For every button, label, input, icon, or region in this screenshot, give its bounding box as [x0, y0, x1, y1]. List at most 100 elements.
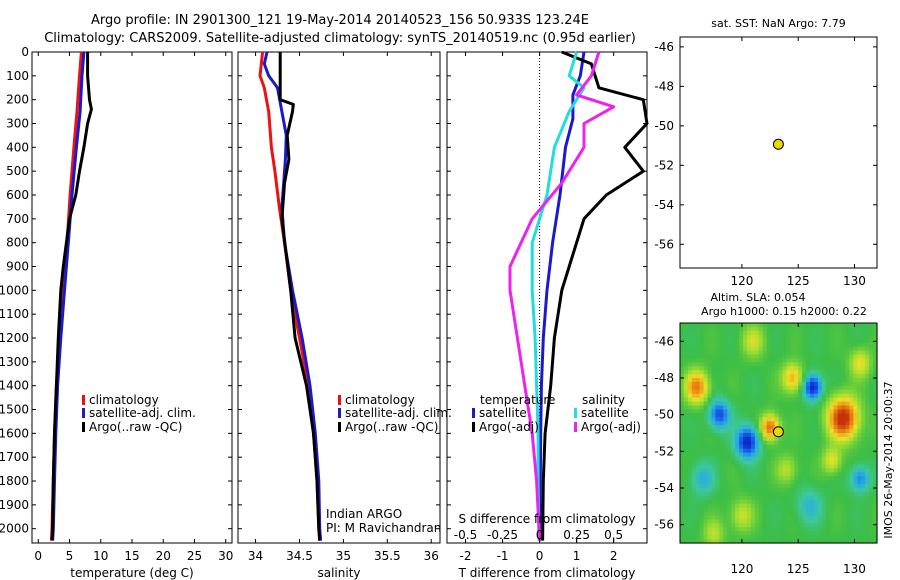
- sla-cell: [845, 413, 851, 418]
- sla-cell: [683, 484, 689, 489]
- sla-cell: [770, 429, 776, 434]
- sla-cell: [853, 342, 858, 348]
- sla-cell: [810, 519, 815, 524]
- sla-cell: [770, 358, 776, 363]
- sla-cell: [711, 539, 717, 544]
- sla-cell: [782, 440, 787, 446]
- sla-cell: [754, 452, 760, 458]
- sla-cell: [802, 362, 807, 367]
- sla-cell: [707, 464, 713, 469]
- sla-cell: [707, 476, 713, 481]
- sla-cell: [711, 374, 717, 379]
- sla-cell: [699, 389, 705, 395]
- sla-cell: [707, 346, 713, 352]
- sla-cell: [680, 330, 685, 336]
- sla-cell: [829, 417, 835, 422]
- sla-cell: [853, 409, 858, 414]
- sla-cell: [766, 358, 772, 363]
- sla-cell: [739, 468, 744, 473]
- sla-cell: [691, 370, 697, 375]
- sla-cell: [683, 460, 689, 466]
- sla-cell: [711, 342, 717, 348]
- sla-cell: [715, 385, 720, 391]
- sla-cell: [865, 511, 870, 517]
- sla-cell: [762, 397, 768, 403]
- sla-cell: [857, 472, 862, 477]
- sla-cell: [849, 346, 854, 352]
- sla-cell: [798, 409, 803, 414]
- sla-cell: [703, 499, 709, 505]
- sla-cell: [865, 499, 870, 505]
- sla-cell: [778, 507, 784, 513]
- sla-cell: [806, 448, 811, 454]
- sla-cell: [837, 495, 843, 501]
- sla-cell: [758, 444, 764, 450]
- sla-cell: [743, 346, 748, 352]
- sla-cell: [711, 456, 717, 462]
- sla-cell: [750, 527, 756, 532]
- sla-cell: [845, 417, 851, 422]
- sla-cell: [699, 472, 705, 477]
- sla-cell: [680, 527, 685, 532]
- sla-cell: [739, 440, 744, 446]
- sla-cell: [841, 417, 847, 422]
- sla-cell: [782, 495, 787, 501]
- longitude-tick-label: 125: [787, 274, 810, 288]
- sla-cell: [758, 366, 764, 371]
- sla-cell: [762, 433, 768, 438]
- sla-cell: [691, 440, 697, 446]
- sla-cell: [731, 397, 736, 403]
- sla-cell: [687, 425, 693, 430]
- sla-cell: [746, 393, 752, 399]
- sla-cell: [715, 378, 720, 383]
- sla-cell: [798, 326, 803, 332]
- sla-cell: [869, 452, 874, 458]
- sla-cell: [802, 338, 807, 344]
- sla-cell: [865, 338, 870, 344]
- sla-cell: [865, 393, 870, 399]
- sla-cell: [782, 444, 787, 450]
- temperature-tick-label: 10: [93, 549, 108, 563]
- sla-cell: [853, 326, 858, 332]
- sla-cell: [739, 342, 744, 348]
- sla-cell: [825, 440, 831, 446]
- sla-cell: [758, 456, 764, 462]
- sla-cell: [723, 385, 728, 391]
- sla-cell: [735, 480, 740, 485]
- sla-cell: [711, 444, 717, 450]
- sla-cell: [837, 346, 843, 352]
- sla-cell: [758, 323, 764, 328]
- sla-cell: [794, 488, 799, 493]
- sla-cell: [865, 366, 870, 371]
- sla-cell: [758, 507, 764, 513]
- latitude-tick-label: -56: [654, 518, 674, 532]
- sla-cell: [762, 491, 768, 497]
- sla-cell: [762, 374, 768, 379]
- sla-cell: [695, 488, 701, 493]
- sla-cell: [715, 480, 720, 485]
- sla-cell: [813, 444, 819, 450]
- sla-cell: [711, 393, 717, 399]
- sla-cell: [735, 456, 740, 462]
- sla-cell: [845, 440, 851, 446]
- sla-cell: [813, 519, 819, 524]
- sla-cell: [833, 531, 839, 536]
- sla-cell: [794, 421, 799, 426]
- sla-cell: [786, 374, 791, 379]
- sla-cell: [699, 417, 705, 422]
- sla-cell: [778, 417, 784, 422]
- sla-cell: [825, 535, 831, 540]
- sla-cell: [711, 484, 717, 489]
- sla-cell: [727, 511, 732, 517]
- sla-cell: [869, 338, 874, 344]
- sla-cell: [873, 350, 878, 356]
- sla-cell: [750, 511, 756, 517]
- sla-cell: [770, 499, 776, 505]
- sla-cell: [695, 417, 701, 422]
- sla-cell: [845, 409, 851, 414]
- sla-cell: [778, 354, 784, 359]
- sla-cell: [873, 456, 878, 462]
- sla-cell: [766, 499, 772, 505]
- sla-cell: [802, 342, 807, 348]
- sla-cell: [770, 503, 776, 509]
